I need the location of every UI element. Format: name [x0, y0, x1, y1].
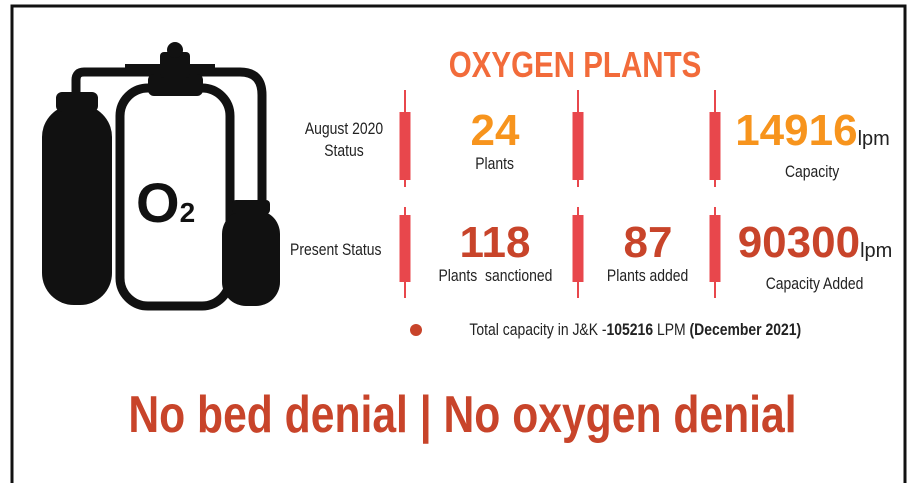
footnote-value: 105216: [606, 320, 653, 339]
stat-value: 14916lpm: [725, 108, 900, 162]
stat-value: 87: [583, 220, 713, 266]
o2-symbol: O2: [136, 170, 195, 235]
title: OXYGEN PLANTS: [400, 44, 750, 86]
stat-label: Plants added: [583, 266, 713, 286]
stat: 118 Plants sanctioned: [415, 220, 575, 286]
footnote-unit: LPM: [657, 320, 686, 339]
stat-value: 24: [420, 108, 570, 154]
row-label: Present Status: [280, 240, 392, 260]
stat-label: Capacity Added: [725, 274, 905, 294]
stat: 90300lpm Capacity Added: [725, 220, 905, 294]
number: 90300: [738, 218, 860, 267]
row-label: August 2020 Status: [296, 118, 392, 162]
footnote-date: (December 2021): [689, 320, 801, 339]
subscript: 2: [180, 197, 196, 228]
infographic: O2 OXYGEN PLANTS August 2020 Status 24 P…: [0, 0, 911, 483]
stat-value: 118: [415, 220, 575, 266]
slogan: No bed denial | No oxygen denial: [40, 385, 885, 445]
footnote-text: Total capacity in J&K -: [469, 320, 606, 339]
stat-value: 90300lpm: [725, 220, 905, 274]
number: 14916: [735, 106, 857, 155]
unit: lpm: [858, 128, 890, 150]
stat-label-text: Plants: [476, 154, 515, 174]
row-label-text: Present Status: [290, 240, 381, 260]
stat: 14916lpm Capacity: [725, 108, 900, 182]
slogan-text: No bed denial | No oxygen denial: [128, 385, 796, 445]
stat-label-text: Capacity Added: [766, 274, 864, 294]
stat-label: Plants: [420, 154, 570, 174]
stat-label: Capacity: [725, 162, 900, 182]
title-text: OXYGEN PLANTS: [449, 44, 702, 86]
unit: lpm: [860, 240, 892, 262]
stat-label-text: Plants sanctioned: [438, 266, 552, 286]
stat: 87 Plants added: [583, 220, 713, 286]
stat-label-text: Capacity: [785, 162, 839, 182]
stat: 24 Plants: [420, 108, 570, 174]
row-label-text: August 2020 Status: [305, 118, 384, 162]
footnote: Total capacity in J&K -105216 LPM (Decem…: [400, 320, 870, 340]
symbol: O: [136, 171, 180, 234]
stat-label-text: Plants added: [607, 266, 688, 286]
stat-label: Plants sanctioned: [415, 266, 575, 286]
